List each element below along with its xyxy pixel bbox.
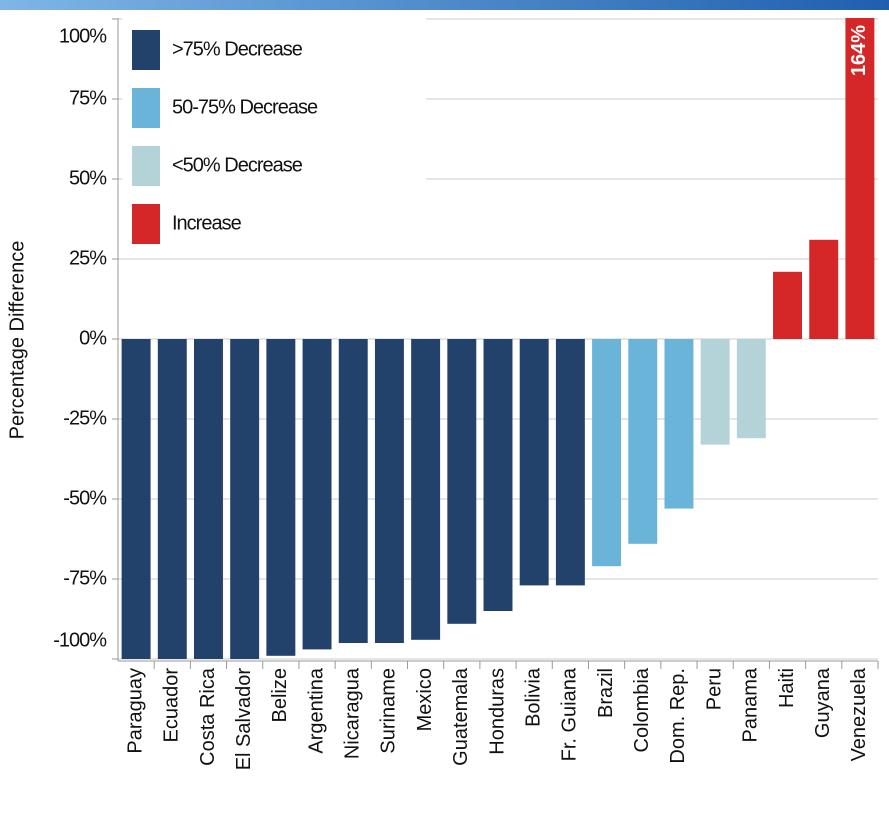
bar bbox=[266, 339, 296, 656]
header-band bbox=[0, 0, 889, 10]
x-tick-label: Guatemala bbox=[450, 667, 472, 766]
legend-swatch bbox=[132, 88, 160, 128]
x-tick-label: Belize bbox=[269, 668, 291, 722]
bar bbox=[374, 339, 404, 643]
x-tick-label: Ecuador bbox=[161, 668, 183, 743]
value-label: 164% bbox=[848, 25, 870, 76]
y-tick-label: 100% bbox=[59, 25, 107, 47]
bar bbox=[338, 339, 368, 643]
x-tick-label: Venezuela bbox=[848, 667, 870, 761]
x-tick-label: Costa Rica bbox=[197, 667, 219, 766]
bar bbox=[302, 339, 332, 650]
y-axis-label: Percentage Difference bbox=[6, 241, 28, 440]
y-tick-label: 25% bbox=[69, 247, 107, 269]
x-tick-label: Peru bbox=[703, 668, 725, 710]
bar bbox=[411, 339, 441, 640]
bar bbox=[773, 271, 802, 339]
y-tick-label: -75% bbox=[63, 567, 107, 589]
x-tick-label: Argentina bbox=[305, 667, 327, 753]
x-tick-label: Nicaragua bbox=[342, 667, 364, 759]
y-tick-label: -100% bbox=[53, 629, 107, 651]
bar bbox=[555, 339, 585, 586]
x-tick-label: Brazil bbox=[595, 668, 617, 718]
legend: >75% Decrease 50-75% Decrease <50% Decreas… bbox=[122, 18, 426, 250]
legend-label: >75% Decrease bbox=[172, 38, 303, 60]
bar bbox=[483, 339, 513, 611]
bar bbox=[194, 339, 223, 659]
bar bbox=[230, 339, 260, 659]
bar bbox=[700, 339, 730, 445]
bar bbox=[592, 339, 622, 567]
bar bbox=[121, 339, 151, 659]
bar bbox=[845, 18, 875, 339]
y-tick-label: -50% bbox=[63, 487, 107, 509]
legend-label: <50% Decrease bbox=[172, 154, 303, 176]
x-tick-label: Paraguay bbox=[124, 668, 146, 754]
bar bbox=[519, 339, 549, 586]
x-tick-label: Bolivia bbox=[522, 667, 544, 727]
bar bbox=[664, 339, 694, 509]
y-tick-label: 0% bbox=[79, 327, 107, 349]
bar bbox=[447, 339, 477, 624]
legend-label: Increase bbox=[172, 212, 242, 234]
x-tick-label: Panama bbox=[740, 667, 762, 742]
x-tick-label: Dom. Rep. bbox=[667, 668, 689, 764]
bar bbox=[628, 339, 658, 544]
x-tick-label: El Salvador bbox=[233, 668, 255, 771]
plot-area bbox=[118, 18, 878, 660]
legend-swatch bbox=[132, 30, 160, 70]
bar bbox=[736, 339, 766, 439]
bar bbox=[157, 339, 187, 659]
x-tick-label: Mexico bbox=[414, 668, 436, 731]
y-tick-label: -25% bbox=[63, 407, 107, 429]
y-tick-label: 75% bbox=[69, 87, 107, 109]
legend-swatch bbox=[132, 204, 160, 244]
x-tick-label: Suriname bbox=[378, 668, 400, 754]
bar bbox=[809, 239, 839, 339]
y-tick-label: 50% bbox=[69, 167, 107, 189]
legend-box bbox=[122, 18, 426, 250]
legend-label: 50-75% Decrease bbox=[172, 96, 318, 118]
x-tick-label: Guyana bbox=[812, 667, 834, 738]
x-tick-label: Colombia bbox=[631, 667, 653, 752]
x-tick-label: Honduras bbox=[486, 668, 508, 755]
x-tick-label: Haiti bbox=[776, 668, 798, 708]
legend-swatch bbox=[132, 146, 160, 186]
x-tick-label: Fr. Guiana bbox=[559, 667, 581, 761]
